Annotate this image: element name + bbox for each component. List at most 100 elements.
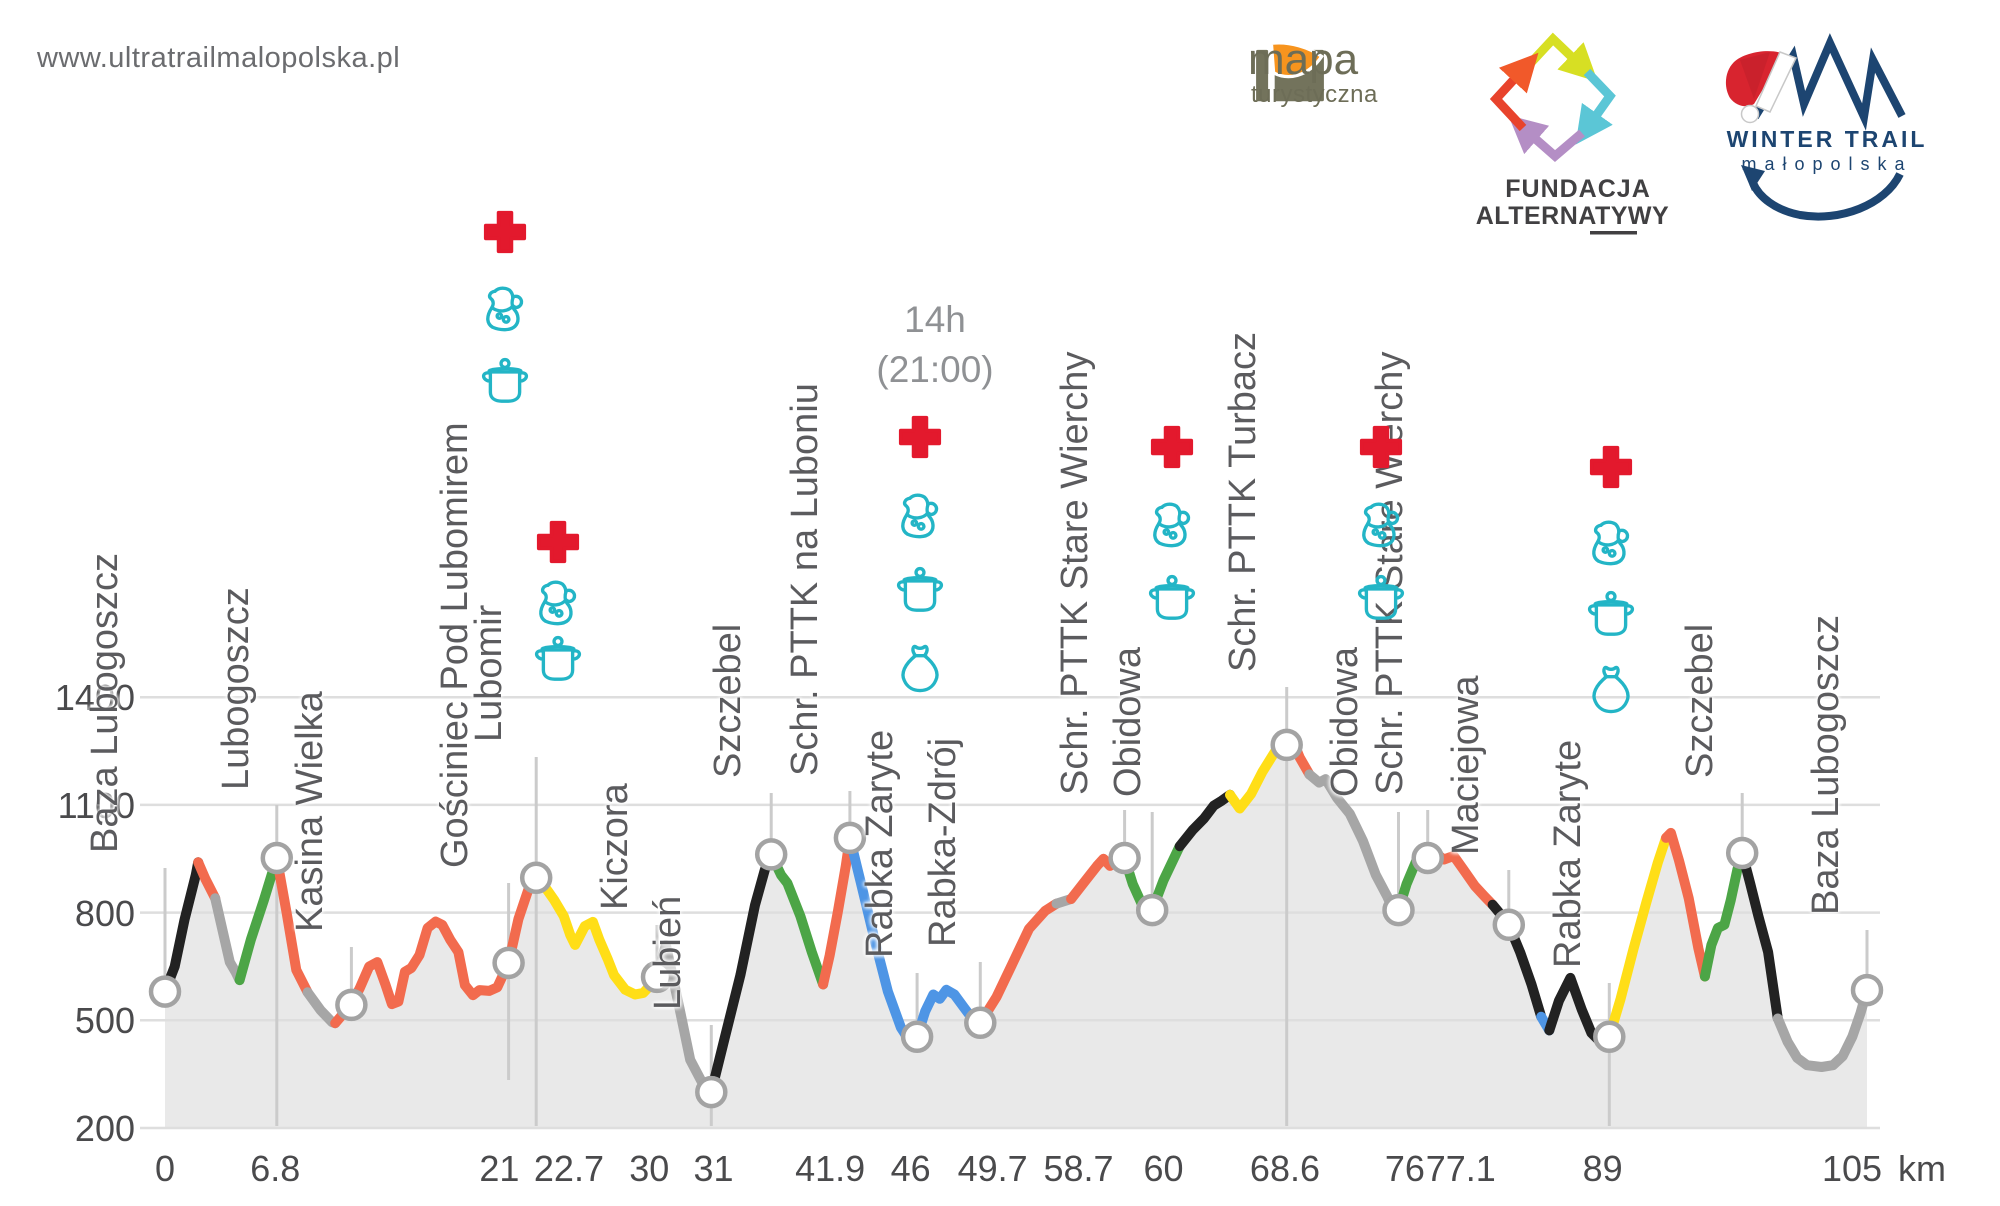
jug-icon bbox=[1145, 496, 1199, 555]
elevation-area-fill bbox=[165, 737, 1867, 1128]
arrow-bottom bbox=[1508, 115, 1585, 162]
checkpoint-marker bbox=[335, 988, 368, 1022]
checkpoint-label: Schr. PTTK Stare Wierchy bbox=[1054, 351, 1096, 795]
trail-segment-red bbox=[193, 857, 221, 904]
checkpoint-label: Maciejowa bbox=[1445, 675, 1487, 855]
santa-hat-cuff bbox=[1755, 51, 1798, 113]
checkpoint-marker bbox=[900, 1020, 934, 1054]
trail-segment-red bbox=[271, 853, 313, 998]
winter-trail-logo-line1: WINTER TRAIL bbox=[1727, 126, 1928, 152]
x-axis-label: 76 bbox=[1384, 1148, 1425, 1189]
x-axis-label: 58.7 bbox=[1043, 1148, 1114, 1189]
x-axis-label: 68.6 bbox=[1249, 1148, 1320, 1189]
pot-icon bbox=[531, 633, 585, 692]
checkpoint-marker bbox=[519, 861, 553, 895]
checkpoint-label: Lubomir bbox=[468, 604, 510, 742]
checkpoint-label: Szczebel bbox=[707, 623, 749, 778]
arrow-right bbox=[1575, 68, 1616, 145]
x-axis-label: 77.1 bbox=[1425, 1148, 1496, 1189]
loop-arrow-head-icon bbox=[1741, 165, 1765, 191]
bag-icon bbox=[1584, 662, 1638, 721]
winter-trail-malopolska-logo: WINTER TRAIL małopolska bbox=[1725, 33, 1928, 221]
checkpoint-marker bbox=[640, 960, 674, 994]
trail-segment-yellow bbox=[1604, 832, 1671, 1042]
fundacja-logo-line1: FUNDACJA bbox=[1505, 175, 1651, 203]
jug-icon bbox=[531, 574, 585, 633]
cutoff-clock: (21:00) bbox=[876, 349, 994, 390]
fundacja-4-alternatywy-logo: FUNDACJA 4 ALTERNATYWY bbox=[1470, 32, 1669, 235]
checkpoint-marker bbox=[1382, 893, 1415, 927]
y-axis-label: 1100 bbox=[57, 784, 135, 826]
red-cross-icon bbox=[1589, 445, 1633, 494]
mountains-icon bbox=[1751, 33, 1906, 131]
jug-icon bbox=[1584, 514, 1638, 573]
checkpoint-marker bbox=[492, 946, 525, 980]
checkpoint-marker bbox=[1135, 893, 1169, 927]
winter-trail-logo-line2: małopolska bbox=[1741, 154, 1912, 174]
pot-icon bbox=[1145, 572, 1199, 631]
checkpoint-marker bbox=[1108, 841, 1141, 875]
mapa-turystyczna-logo-subtitle: turystyczna bbox=[1251, 81, 1378, 108]
cutoff-duration: 14h bbox=[904, 299, 966, 340]
x-axis-label: 89 bbox=[1582, 1148, 1623, 1189]
x-axis-label: 46 bbox=[890, 1148, 931, 1189]
checkpoint-label: Kasina Wielka bbox=[289, 691, 331, 932]
jug-icon bbox=[893, 487, 947, 546]
y-axis-label: 200 bbox=[74, 1108, 135, 1149]
x-axis-label: 6.8 bbox=[250, 1148, 301, 1189]
x-axis-label: 22.7 bbox=[533, 1148, 604, 1189]
trail-segment-green bbox=[1699, 848, 1748, 982]
checkpoint-marker bbox=[1725, 836, 1759, 870]
checkpoint-label: Rabka-Zdrój bbox=[922, 737, 964, 947]
checkpoint-label: Obidowa bbox=[1107, 647, 1149, 797]
x-axis-label: 30 bbox=[629, 1148, 670, 1189]
checkpoint-label: Lubogoszcz bbox=[215, 587, 257, 790]
red-cross-icon bbox=[1150, 425, 1194, 474]
red-cross-icon bbox=[898, 415, 942, 464]
checkpoint-marker bbox=[260, 841, 294, 875]
site-url: www.ultratrailmalopolska.pl bbox=[37, 42, 401, 74]
checkpoint-label: Baza Lubogoszcz bbox=[1805, 615, 1847, 915]
trail-segment-green bbox=[234, 853, 282, 986]
trail-segment-red bbox=[818, 832, 855, 990]
x-axis-label: 21 bbox=[479, 1148, 520, 1189]
checkpoint-label: Rabka Zaryte bbox=[859, 729, 901, 958]
checkpoint-label: Schr. PTTK Turbacz bbox=[1222, 332, 1264, 672]
x-axis-label: 0 bbox=[154, 1148, 176, 1189]
red-cross-icon bbox=[536, 520, 580, 569]
jug-icon bbox=[1354, 496, 1408, 555]
cutoff-time: 14h (21:00) bbox=[825, 295, 1045, 395]
trail-segment-blue bbox=[844, 832, 986, 1048]
y-axis-label: 500 bbox=[74, 1000, 135, 1042]
trail-segment-gray bbox=[1772, 985, 1872, 1072]
santa-hat-pompom bbox=[1740, 104, 1760, 124]
checkpoint-marker bbox=[754, 838, 788, 871]
santa-hat-shade bbox=[1740, 52, 1770, 99]
x-axis-label: 105 bbox=[1821, 1148, 1883, 1189]
checkpoint-marker bbox=[1411, 841, 1444, 875]
mapa-turystyczna-logo-icon bbox=[1256, 41, 1324, 102]
trail-segment-red bbox=[330, 872, 542, 1029]
checkpoint-marker bbox=[695, 1075, 728, 1109]
trail-segment-yellow bbox=[531, 872, 662, 1000]
checkpoint-label: Kiczora bbox=[594, 783, 636, 910]
y-axis-label: 1400 bbox=[54, 677, 135, 719]
x-axis-unit: km bbox=[1898, 1148, 1946, 1189]
fundacja-logo-underline bbox=[1590, 231, 1637, 235]
arrow-left bbox=[1489, 52, 1539, 132]
checkpoint-label: Lubień bbox=[647, 895, 689, 1010]
red-cross-icon bbox=[1359, 425, 1403, 474]
x-axis-label: 41.9 bbox=[795, 1148, 866, 1189]
trail-segment-green bbox=[766, 849, 829, 990]
checkpoint-marker bbox=[1270, 728, 1303, 762]
trail-segment-black bbox=[1174, 789, 1235, 852]
pot-icon bbox=[478, 355, 532, 414]
trail-segment-red bbox=[1661, 827, 1710, 982]
checkpoint-label: Baza Lubogoszcz bbox=[84, 553, 126, 853]
y-axis-label: 800 bbox=[74, 892, 135, 934]
checkpoint-marker bbox=[148, 975, 182, 1008]
checkpoint-label: Schr. PTTK na Luboniu bbox=[784, 383, 826, 776]
